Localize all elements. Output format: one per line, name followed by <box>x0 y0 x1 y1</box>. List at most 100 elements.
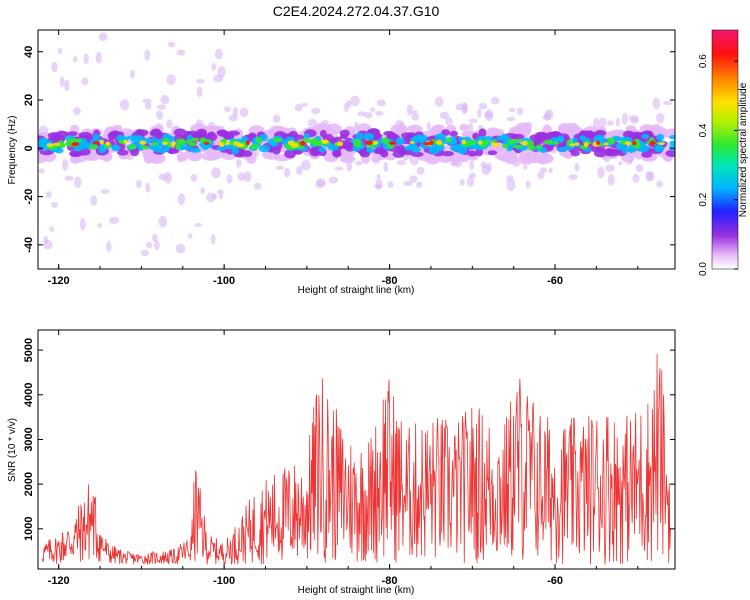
heatmap-cell <box>605 164 615 172</box>
heatmap-cell <box>407 124 423 133</box>
heatmap-cell <box>517 107 524 116</box>
heatmap-cell <box>392 150 406 158</box>
heatmap-cell <box>397 124 408 135</box>
heatmap-cell <box>81 77 89 86</box>
heatmap-cell <box>511 127 526 134</box>
heatmap-cell <box>383 131 395 137</box>
heatmap-cell <box>365 140 373 146</box>
heatmap-cell <box>149 144 159 151</box>
heatmap-cell <box>171 141 176 147</box>
heatmap-cell <box>403 180 413 187</box>
heatmap-cell <box>439 111 450 120</box>
heatmap-cell <box>64 175 74 182</box>
heatmap-cell <box>160 95 170 105</box>
colorbar-gradient <box>711 29 739 270</box>
heatmap-cell <box>105 141 111 146</box>
heatmap-cell <box>128 144 137 150</box>
heatmap-cell <box>536 132 548 139</box>
heatmap-cell <box>328 176 339 184</box>
heatmap-cell <box>59 76 65 87</box>
heatmap-cell <box>669 134 675 140</box>
heatmap-cell <box>45 191 52 199</box>
heatmap-cell <box>597 166 605 179</box>
heatmap-cell <box>512 144 523 149</box>
spectrogram-y-tick-label: 20 <box>23 94 35 106</box>
heatmap-cell <box>608 138 616 145</box>
colorbar-label: Normalized spectral amplitude <box>738 82 749 217</box>
heatmap-cell <box>416 166 425 175</box>
colorbar-tick-label: 0.6 <box>698 54 709 68</box>
heatmap-cell <box>144 49 151 61</box>
spectrogram-y-tick-label: -40 <box>23 237 35 253</box>
heatmap-cell <box>663 100 673 106</box>
snr-y-tick-label: 5000 <box>23 338 35 362</box>
heatmap-cell <box>344 102 349 113</box>
snr-y-label: SNR (10 * v/v) <box>7 418 18 482</box>
heatmap-cell <box>508 107 516 113</box>
heatmap-cell <box>656 133 665 141</box>
heatmap-cell <box>436 139 443 145</box>
heatmap-cell <box>641 133 650 140</box>
heatmap-cell <box>187 150 203 162</box>
heatmap-cell <box>459 178 465 186</box>
heatmap-cell <box>599 117 607 128</box>
heatmap-cell <box>245 140 250 146</box>
heatmap-cell <box>568 173 578 180</box>
heatmap-cell <box>470 139 477 145</box>
heatmap-cell <box>396 160 407 166</box>
heatmap-cell <box>196 78 205 84</box>
heatmap-cell <box>177 193 186 205</box>
heatmap-cell <box>224 106 231 112</box>
heatmap-cell <box>583 142 589 148</box>
heatmap-cell <box>61 159 69 171</box>
heatmap-cell <box>140 249 150 257</box>
heatmap-cell <box>51 132 59 139</box>
heatmap-cell <box>487 150 498 156</box>
heatmap-cell <box>522 164 528 170</box>
heatmap-cell <box>477 140 483 145</box>
heatmap-cell <box>158 215 168 228</box>
heatmap-cell <box>194 222 203 228</box>
heatmap-cell <box>180 145 192 151</box>
heatmap-cell <box>387 181 394 188</box>
snr-y-tick-label: 2000 <box>23 472 35 496</box>
heatmap-cell <box>406 104 414 116</box>
heatmap-cell <box>502 143 509 149</box>
heatmap-cell <box>161 141 168 146</box>
heatmap-cell <box>490 96 500 105</box>
heatmap-cell <box>135 179 142 188</box>
snr-x-tick-label: -60 <box>547 575 563 587</box>
heatmap-cell <box>98 32 108 42</box>
colorbar-ticks: 0.0 0.2 0.4 0.6 <box>698 54 738 276</box>
heatmap-cell <box>381 137 390 144</box>
heatmap-cell <box>211 167 221 179</box>
heatmap-cell <box>231 146 240 155</box>
heatmap-cell <box>142 98 152 104</box>
heatmap-cell <box>441 150 454 157</box>
heatmap-cell <box>656 180 663 188</box>
heatmap-cell <box>373 184 383 189</box>
heatmap-cell <box>486 162 492 172</box>
heatmap-cell <box>383 161 389 173</box>
heatmap-cell <box>363 111 373 119</box>
heatmap-cell <box>574 162 580 172</box>
heatmap-cell <box>603 142 610 146</box>
heatmap-cell <box>409 140 415 144</box>
snr-series <box>41 353 671 565</box>
heatmap-cell <box>525 180 531 189</box>
heatmap-cell <box>123 139 128 144</box>
heatmap-cell <box>196 86 203 98</box>
heatmap-cell <box>64 79 70 92</box>
heatmap-cell <box>336 141 344 147</box>
heatmap-cell <box>356 123 371 134</box>
heatmap-cell <box>130 138 140 143</box>
heatmap-cell <box>658 142 665 146</box>
heatmap-cell <box>355 160 363 166</box>
heatmap-cell <box>645 171 654 182</box>
heatmap-cell <box>173 128 187 137</box>
heatmap-cell <box>527 144 536 151</box>
heatmap-cell <box>158 147 167 154</box>
heatmap-cell <box>493 148 511 161</box>
heatmap-cell <box>300 159 311 171</box>
heatmap-cell <box>593 149 607 158</box>
